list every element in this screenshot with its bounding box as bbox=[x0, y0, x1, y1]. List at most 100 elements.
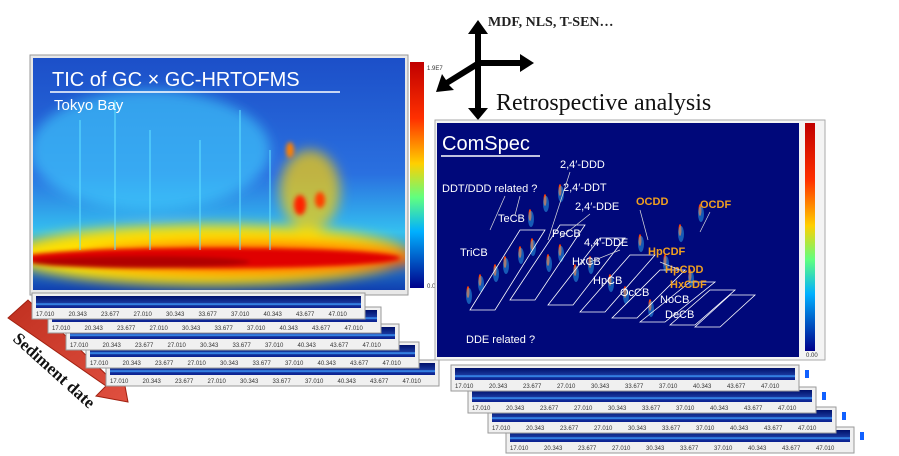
strip-band bbox=[510, 437, 850, 439]
x-tick-label: 23.677 bbox=[175, 379, 194, 385]
x-tick-label: 30.343 bbox=[220, 361, 239, 367]
x-tick-label: 17.010 bbox=[36, 312, 55, 318]
x-tick-label: 47.010 bbox=[363, 343, 382, 349]
compound-label: PeCB bbox=[552, 228, 581, 240]
x-tick-label: 23.677 bbox=[135, 343, 154, 349]
x-tick-label: 37.010 bbox=[247, 326, 266, 332]
x-tick-label: 47.010 bbox=[329, 312, 348, 318]
x-tick-label: 23.677 bbox=[101, 312, 120, 318]
x-tick-label: 30.343 bbox=[200, 343, 219, 349]
x-tick-label: 40.343 bbox=[264, 312, 283, 318]
x-tick-label: 33.677 bbox=[215, 326, 234, 332]
panel-title: TIC of GC × GC-HRTOFMS bbox=[52, 69, 300, 91]
colorbar bbox=[410, 62, 424, 288]
x-tick-label: 37.010 bbox=[696, 426, 715, 432]
x-tick-label: 33.677 bbox=[662, 426, 681, 432]
x-tick-label: 47.010 bbox=[403, 379, 422, 385]
x-tick-label: 20.343 bbox=[69, 312, 88, 318]
x-tick-label: 43.677 bbox=[782, 446, 801, 452]
x-tick-label: 43.677 bbox=[744, 406, 763, 412]
x-tick-label: 43.677 bbox=[350, 361, 369, 367]
x-tick-label: 27.010 bbox=[188, 361, 207, 367]
strip-band bbox=[492, 417, 832, 419]
panel-title: ComSpec bbox=[442, 133, 530, 155]
x-tick-label: 17.010 bbox=[90, 361, 109, 367]
x-tick-label: 37.010 bbox=[265, 343, 284, 349]
x-tick-label: 17.010 bbox=[52, 326, 71, 332]
x-tick-label: 27.010 bbox=[150, 326, 169, 332]
x-tick-label: 47.010 bbox=[816, 446, 835, 452]
x-tick-label: 27.010 bbox=[612, 446, 631, 452]
compound-label: DDT/DDD related ? bbox=[442, 183, 537, 195]
compound-label: TeCB bbox=[498, 213, 525, 225]
retro-label: Retrospective analysis bbox=[496, 90, 711, 116]
compound-label: HpCB bbox=[593, 275, 622, 287]
compound-label: 4,4′-DDE bbox=[584, 237, 628, 249]
x-tick-label: 20.343 bbox=[143, 379, 162, 385]
peak-halo bbox=[530, 240, 536, 256]
x-tick-label: 27.010 bbox=[557, 384, 576, 390]
strip-band bbox=[455, 375, 795, 377]
x-tick-label: 47.010 bbox=[778, 406, 797, 412]
arrow-label: MDF, NLS, T-SEN… bbox=[488, 15, 614, 30]
x-tick-label: 43.677 bbox=[727, 384, 746, 390]
x-tick-label: 33.677 bbox=[233, 343, 252, 349]
tic-panel: 1.9E7 0.00 TIC of GC × GC-HRTOFMS Tokyo … bbox=[10, 55, 443, 295]
x-tick-label: 43.677 bbox=[312, 326, 331, 332]
mini-colorbar bbox=[860, 432, 864, 440]
x-tick-label: 17.010 bbox=[510, 446, 529, 452]
x-tick-label: 17.010 bbox=[472, 406, 491, 412]
peak-halo bbox=[638, 236, 644, 252]
compound-label: TriCB bbox=[460, 247, 488, 259]
compound-label: NoCB bbox=[660, 294, 689, 306]
compound-label: 2,4′-DDT bbox=[563, 182, 607, 194]
x-tick-label: 23.677 bbox=[540, 406, 559, 412]
strip-band bbox=[70, 334, 395, 336]
x-tick-label: 40.343 bbox=[280, 326, 299, 332]
x-tick-label: 27.010 bbox=[134, 312, 153, 318]
x-tick-label: 37.010 bbox=[659, 384, 678, 390]
x-tick-label: 33.677 bbox=[680, 446, 699, 452]
x-tick-label: 43.677 bbox=[370, 379, 389, 385]
x-tick-label: 30.343 bbox=[240, 379, 259, 385]
x-tick-label: 40.343 bbox=[693, 384, 712, 390]
compound-label: DDE related ? bbox=[466, 334, 535, 346]
x-tick-label: 20.343 bbox=[123, 361, 142, 367]
x-tick-label: 47.010 bbox=[345, 326, 364, 332]
x-tick-label: 37.010 bbox=[305, 379, 324, 385]
x-tick-label: 33.677 bbox=[199, 312, 218, 318]
peak-halo bbox=[558, 246, 564, 262]
strip-band bbox=[36, 303, 361, 305]
compound-label: HpCDD bbox=[665, 264, 704, 276]
peak-halo bbox=[466, 288, 472, 304]
x-tick-label: 27.010 bbox=[574, 406, 593, 412]
x-tick-label: 17.010 bbox=[455, 384, 474, 390]
compound-label: OcCB bbox=[620, 287, 649, 299]
panel-subtitle: Tokyo Bay bbox=[54, 97, 124, 114]
peak-halo bbox=[528, 211, 534, 227]
x-tick-label: 17.010 bbox=[492, 426, 511, 432]
colorbar-max: 1.9E7 bbox=[427, 66, 443, 72]
x-tick-label: 23.677 bbox=[560, 426, 579, 432]
x-tick-label: 40.343 bbox=[318, 361, 337, 367]
x-tick-label: 47.010 bbox=[798, 426, 817, 432]
x-tick-label: 40.343 bbox=[748, 446, 767, 452]
x-tick-label: 23.677 bbox=[117, 326, 136, 332]
strip-band bbox=[90, 352, 415, 354]
x-tick-label: 27.010 bbox=[594, 426, 613, 432]
compound-label: OCDF bbox=[700, 199, 731, 211]
compound-label: 2,4′-DDE bbox=[575, 201, 619, 213]
x-tick-label: 27.010 bbox=[168, 343, 187, 349]
compound-label: OCDD bbox=[636, 196, 668, 208]
x-tick-label: 17.010 bbox=[110, 379, 129, 385]
strip-heatmap bbox=[455, 368, 795, 380]
x-tick-label: 20.343 bbox=[85, 326, 104, 332]
x-tick-label: 30.343 bbox=[608, 406, 627, 412]
compound-label: HxCDF bbox=[670, 279, 707, 291]
x-tick-label: 43.677 bbox=[330, 343, 349, 349]
heatmap bbox=[10, 58, 420, 290]
x-tick-label: 23.677 bbox=[523, 384, 542, 390]
x-tick-label: 30.343 bbox=[182, 326, 201, 332]
x-tick-label: 20.343 bbox=[506, 406, 525, 412]
